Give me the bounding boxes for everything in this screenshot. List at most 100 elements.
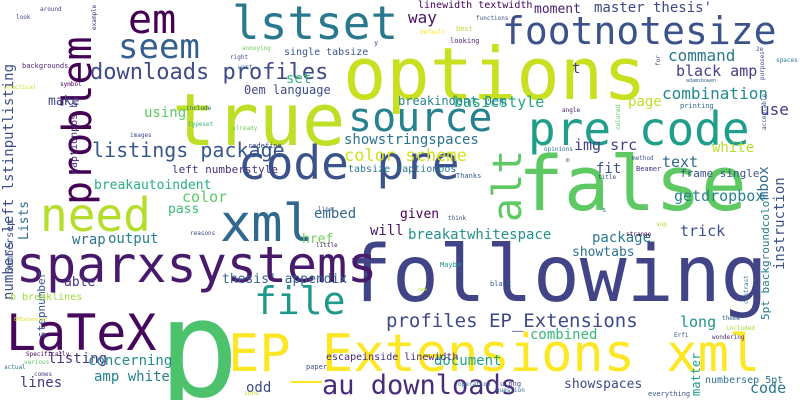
- word: lstset: [232, 0, 399, 50]
- word: basicstyle: [454, 93, 545, 111]
- word: example: [91, 4, 98, 30]
- word: alt: [485, 149, 531, 222]
- word: em: [128, 0, 177, 43]
- word: stepnumber: [35, 271, 48, 338]
- word: given: [400, 207, 440, 222]
- word: master thesis': [594, 0, 713, 16]
- word: included: [726, 325, 755, 332]
- word: Lists: [17, 200, 32, 240]
- word: include: [186, 105, 212, 112]
- word: fit: [596, 161, 622, 177]
- word: au downloads: [322, 370, 518, 400]
- word: will: [370, 223, 404, 239]
- word: moment: [534, 2, 581, 17]
- word: sure: [244, 390, 259, 397]
- word: left numberstyle: [172, 163, 278, 176]
- word: thesis' appendix: [222, 272, 348, 287]
- word: instruction: [772, 177, 788, 270]
- word: combined: [530, 327, 598, 343]
- word: make: [48, 94, 80, 109]
- word: EP_Extensions xml: [228, 324, 761, 384]
- word: method: [632, 155, 654, 162]
- word: b breaklines: [10, 292, 83, 303]
- word: options: [343, 32, 647, 116]
- word: source: [348, 95, 493, 141]
- word: trick: [680, 222, 726, 240]
- word: getdropbox: [674, 187, 765, 205]
- word: black amp: [676, 62, 758, 80]
- word: m: [566, 157, 570, 164]
- word: strange: [626, 231, 652, 238]
- word: 2e: [756, 46, 764, 53]
- word: output: [108, 231, 159, 247]
- word: xml: [220, 194, 314, 254]
- word: adamsbowen: [686, 78, 717, 84]
- word: text: [662, 153, 699, 171]
- word: Specifically: [26, 351, 70, 358]
- word: listings package: [92, 138, 285, 162]
- word: numbersep 5pt: [705, 375, 784, 386]
- word: little: [316, 242, 338, 249]
- word: combination: [662, 84, 768, 103]
- word: profiles EP_Extensions: [386, 310, 638, 332]
- word: using: [144, 105, 187, 121]
- word: pre code: [528, 102, 750, 156]
- word: Erfi: [674, 332, 689, 339]
- word: question: [496, 387, 525, 394]
- word: use: [760, 100, 789, 119]
- word: set: [286, 71, 312, 87]
- word: showspaces: [564, 377, 643, 392]
- word: tabsize captionpos: [348, 164, 457, 175]
- word: black: [490, 280, 512, 288]
- word: right: [230, 54, 249, 61]
- word: 5pt backgroundcolor: [759, 194, 772, 320]
- word: single tabsize: [284, 47, 369, 58]
- word: reasons: [190, 230, 216, 237]
- word: command: [668, 46, 736, 65]
- word: t: [572, 61, 581, 77]
- word: already: [232, 125, 258, 132]
- word: new: [418, 287, 428, 293]
- word: captionpos b: [69, 101, 80, 174]
- word: numbersep: [5, 219, 16, 274]
- word: title: [598, 174, 617, 181]
- word: showstringspaces: [344, 132, 479, 148]
- word: printing: [680, 102, 714, 110]
- word: acceptable: [761, 93, 768, 130]
- word: href: [302, 232, 334, 247]
- word: wrap: [72, 232, 106, 248]
- word: y: [374, 39, 379, 47]
- word: breakindent 0em: [398, 94, 507, 108]
- word: need: [40, 188, 151, 242]
- word: sup: [656, 221, 667, 228]
- word: operation: [458, 381, 491, 388]
- word: 0em language: [244, 83, 331, 97]
- word: colored: [615, 104, 622, 130]
- word: around: [40, 6, 62, 13]
- word: actual: [4, 364, 26, 371]
- word: listing: [48, 351, 108, 367]
- word: looking: [450, 37, 480, 45]
- word: backgrounds: [22, 62, 69, 70]
- word: EPExtension: [14, 317, 48, 323]
- word: for: [655, 55, 662, 66]
- word: color: [182, 188, 228, 206]
- word: frame single: [680, 167, 760, 180]
- word: escapeinside linewidth: [326, 352, 459, 363]
- word: purposes: [759, 51, 766, 80]
- word: paper: [306, 363, 328, 371]
- word: code: [750, 379, 787, 397]
- word: page: [628, 94, 662, 110]
- word: redefine: [248, 142, 282, 150]
- word: angle: [562, 107, 581, 114]
- word: false: [518, 139, 747, 228]
- word: way: [408, 8, 437, 27]
- word: breakautoindent: [94, 178, 212, 193]
- word: think: [448, 215, 467, 222]
- word: functions: [476, 15, 509, 22]
- word: symbol: [60, 81, 82, 88]
- word: images: [130, 132, 152, 139]
- word: Maybe: [440, 261, 462, 269]
- word: linewidth textwidth: [418, 0, 533, 11]
- word: embed: [314, 206, 357, 222]
